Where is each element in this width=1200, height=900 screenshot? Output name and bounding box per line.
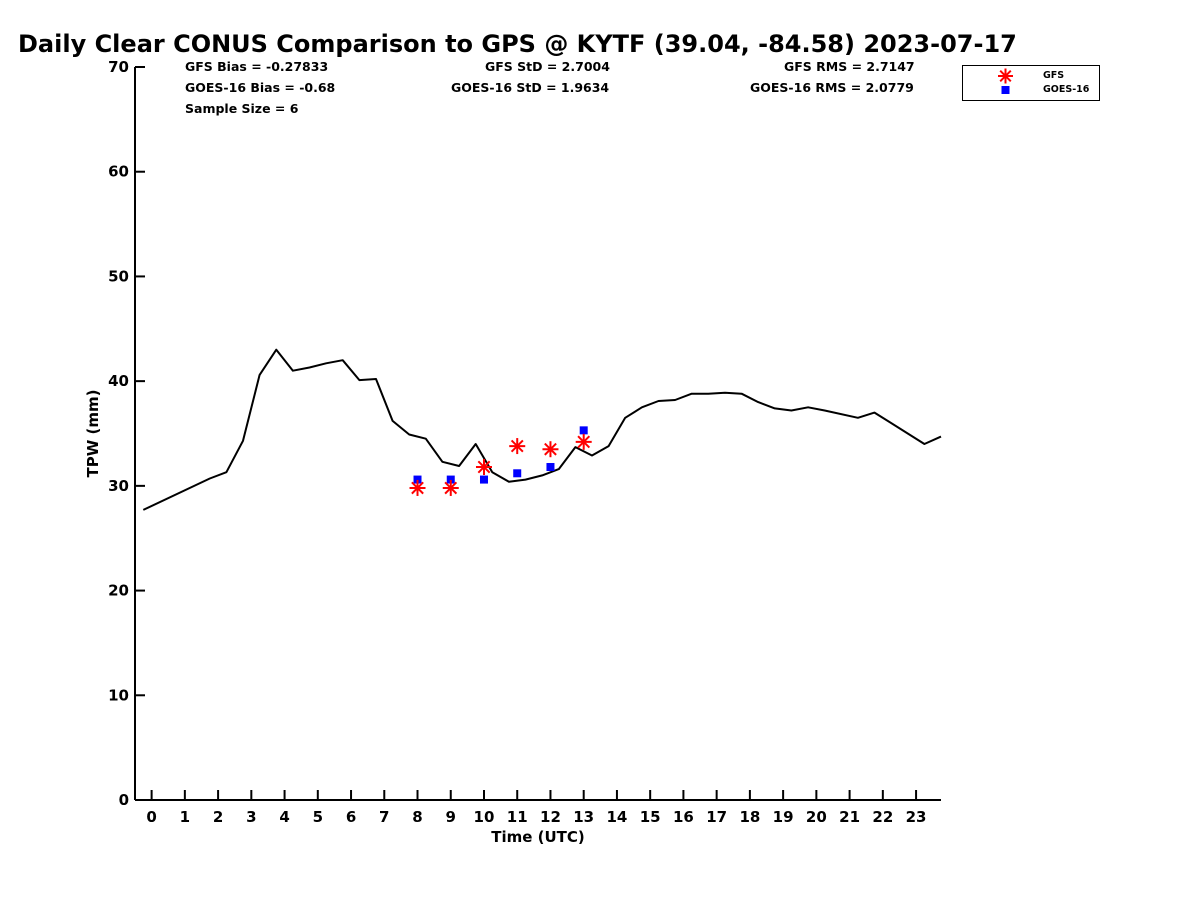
sample-size-text: Sample Size = 6: [185, 101, 299, 116]
gfs-point: [442, 479, 459, 496]
x-tick-label: 5: [313, 808, 323, 826]
goes-bias-text: GOES-16 Bias = -0.68: [185, 80, 336, 95]
y-tick-label: 60: [108, 163, 129, 181]
gfs-point: [509, 438, 526, 455]
legend-gfs-marker: [998, 68, 1013, 84]
asterisk-stroke: [999, 69, 1012, 83]
goes-rms-text: GOES-16 RMS = 2.0779: [750, 80, 914, 95]
x-tick-label: 23: [906, 808, 927, 826]
x-tick-label: 22: [872, 808, 893, 826]
x-tick-label: 11: [507, 808, 528, 826]
goes-16-point: [546, 463, 555, 472]
x-axis-label: Time (UTC): [491, 828, 585, 846]
x-tick-label: 18: [739, 808, 760, 826]
x-tick-label: 9: [446, 808, 456, 826]
marker-layer: [409, 426, 592, 496]
chart-title: Daily Clear CONUS Comparison to GPS @ KY…: [18, 30, 1017, 58]
legend-gfs-asterisk: [998, 68, 1013, 84]
x-tick-label: 4: [279, 808, 289, 826]
goes-std-text: GOES-16 StD = 1.9634: [451, 80, 610, 95]
y-tick-label: 20: [108, 582, 129, 600]
x-tick-label: 17: [706, 808, 727, 826]
x-tick-label: 21: [839, 808, 860, 826]
gfs-point: [575, 433, 592, 450]
gfs-point: [542, 441, 559, 458]
x-tick-label: 0: [146, 808, 156, 826]
y-tick-label: 30: [108, 477, 129, 495]
goes-16-point: [446, 475, 455, 484]
goes-16-point: [413, 475, 422, 484]
gfs-point: [475, 459, 492, 476]
y-tick-label: 70: [108, 58, 129, 76]
x-tick-label: 3: [246, 808, 256, 826]
chart-legend: GFS GOES-16: [962, 65, 1100, 101]
y-tick-label: 0: [119, 791, 129, 809]
asterisk-stroke: [477, 460, 491, 474]
gfs-rms-text: GFS RMS = 2.7147: [784, 59, 915, 74]
legend-markers: [998, 68, 1013, 94]
y-tick-label: 10: [108, 686, 129, 704]
goes-16-point: [513, 469, 522, 478]
asterisk-stroke: [444, 481, 458, 495]
asterisk-stroke: [510, 439, 524, 453]
y-tick-label: 50: [108, 267, 129, 285]
gfs-point: [409, 479, 426, 496]
asterisk-stroke: [544, 442, 557, 456]
asterisk-stroke: [411, 481, 424, 495]
goes-16-point: [579, 426, 588, 435]
gfs-bias-text: GFS Bias = -0.27833: [185, 59, 329, 74]
x-tick-label: 20: [806, 808, 827, 826]
x-tick-label: 12: [540, 808, 561, 826]
x-tick-label: 14: [607, 808, 628, 826]
x-tick-label: 16: [673, 808, 694, 826]
legend-goes-label: GOES-16: [1043, 84, 1090, 95]
gps-line-layer: [142, 348, 942, 511]
gfs-std-text: GFS StD = 2.7004: [485, 59, 610, 74]
x-tick-label: 2: [213, 808, 223, 826]
y-tick-label: 40: [108, 372, 129, 390]
asterisk-stroke: [577, 435, 591, 449]
x-tick-label: 19: [773, 808, 794, 826]
goes-16-point: [479, 475, 488, 484]
legend-goes-marker: [1001, 86, 1010, 94]
x-tick-label: 8: [412, 808, 422, 826]
x-tick-label: 10: [474, 808, 495, 826]
x-tick-label: 15: [640, 808, 661, 826]
gps-series-line: [142, 348, 942, 511]
x-tick-label: 1: [180, 808, 190, 826]
x-tick-label: 7: [379, 808, 389, 826]
x-tick-label: 6: [346, 808, 356, 826]
x-tick-label: 13: [573, 808, 594, 826]
legend-gfs-label: GFS: [1043, 70, 1065, 81]
y-axis-label: TPW (mm): [84, 390, 102, 478]
